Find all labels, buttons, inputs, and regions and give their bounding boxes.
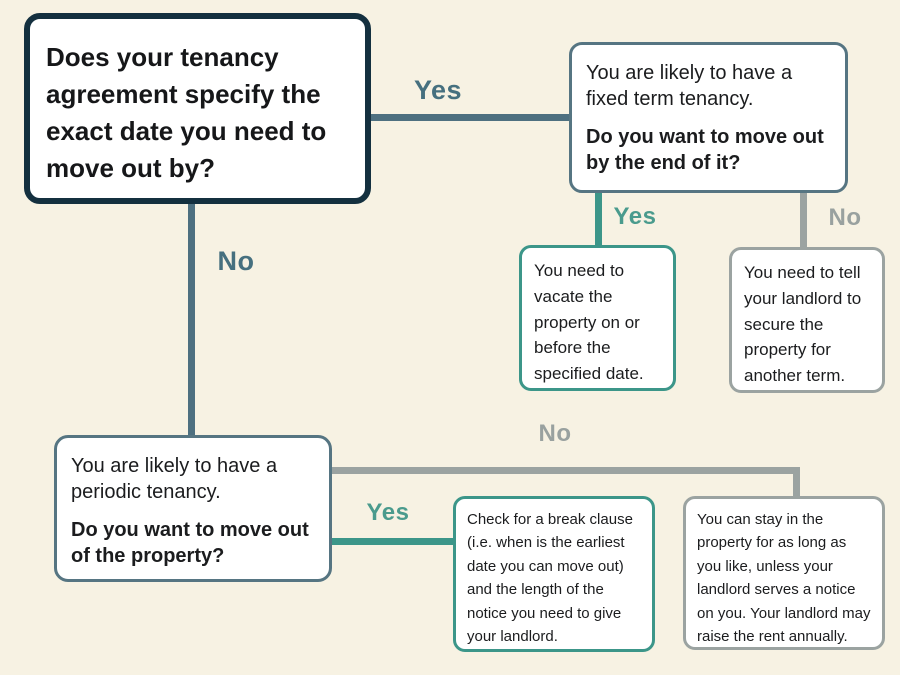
node-break-clause-text: Check for a break clause (i.e. when is t…: [467, 511, 633, 645]
node-root-question-text: Does your tenancy agreement specify the …: [46, 42, 327, 183]
node-fixed-term-statement: You are likely to have a fixed term tena…: [586, 62, 793, 111]
node-root-question: Does your tenancy agreement specify the …: [24, 13, 371, 204]
edge-label-fixed-yes: Yes: [613, 203, 657, 230]
edge-label-root-yes: Yes: [413, 75, 463, 105]
connector-periodic-no-horizontal: [331, 467, 800, 474]
node-break-clause: Check for a break clause (i.e. when is t…: [453, 496, 655, 652]
node-fixed-term-question: Do you want to move out by the end of it…: [586, 125, 824, 175]
node-periodic-tenancy: You are likely to have a periodic tenanc…: [54, 435, 332, 582]
node-vacate-property-text: You need to vacate the property on or be…: [534, 261, 644, 384]
node-stay-in-property: You can stay in the property for as long…: [683, 496, 885, 650]
connector-root-yes: [371, 114, 570, 121]
node-secure-another-term: You need to tell your landlord to secure…: [729, 247, 885, 393]
edge-label-fixed-no: No: [828, 204, 862, 231]
node-periodic-tenancy-question: Do you want to move out of the property?: [71, 518, 309, 568]
node-periodic-tenancy-statement: You are likely to have a periodic tenanc…: [71, 455, 278, 504]
node-stay-in-property-text: You can stay in the property for as long…: [697, 511, 871, 645]
node-vacate-property: You need to vacate the property on or be…: [519, 245, 676, 391]
connector-periodic-yes: [331, 538, 453, 545]
node-fixed-term: You are likely to have a fixed term tena…: [569, 42, 848, 193]
node-secure-another-term-text: You need to tell your landlord to secure…: [744, 263, 862, 386]
connector-fixed-yes: [595, 191, 602, 246]
edge-label-periodic-no: No: [538, 420, 572, 447]
edge-label-root-no: No: [217, 246, 255, 276]
connector-fixed-no: [800, 191, 807, 248]
edge-label-periodic-yes: Yes: [366, 499, 410, 526]
connector-periodic-no-vertical: [793, 467, 800, 497]
connector-root-no: [188, 203, 195, 436]
